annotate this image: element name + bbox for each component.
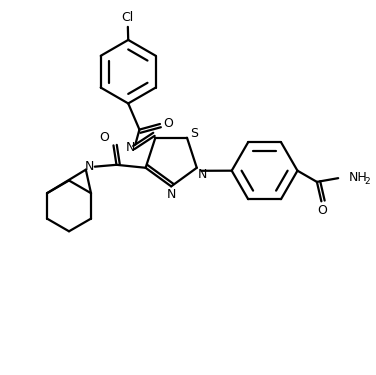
Text: S: S [190, 127, 198, 140]
Text: O: O [317, 204, 327, 217]
Text: Cl: Cl [121, 11, 133, 24]
Text: O: O [99, 130, 109, 144]
Text: O: O [163, 117, 173, 130]
Text: N: N [126, 141, 135, 154]
Text: 2: 2 [364, 177, 370, 186]
Text: N: N [167, 188, 176, 201]
Text: N: N [85, 160, 94, 173]
Text: N: N [197, 168, 207, 181]
Text: NH: NH [348, 171, 367, 184]
